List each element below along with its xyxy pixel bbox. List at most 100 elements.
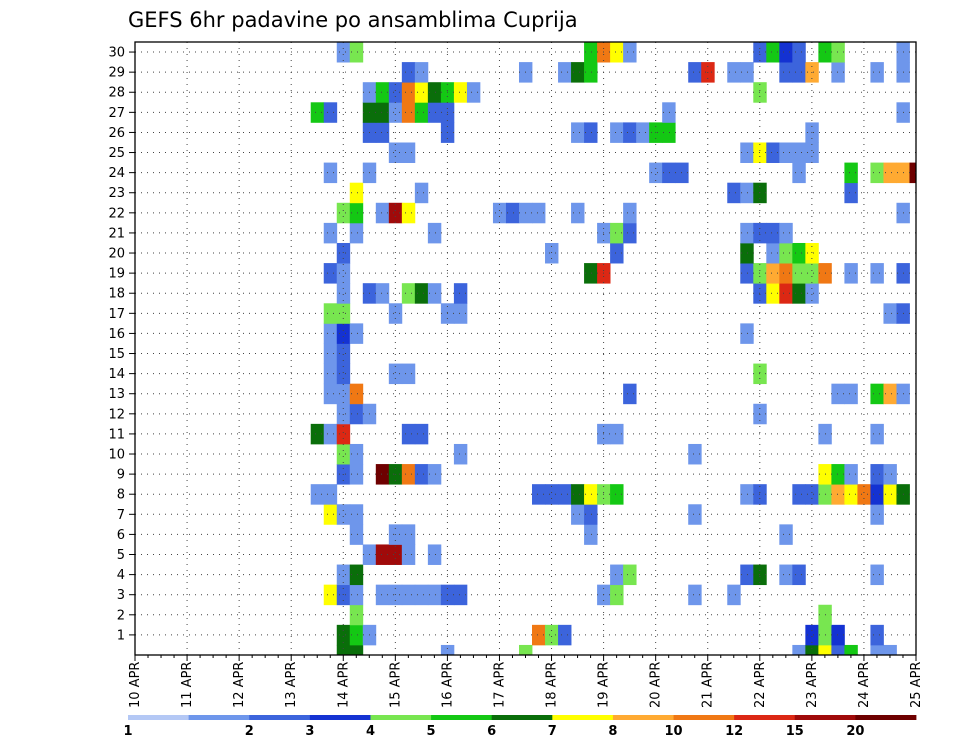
- heatmap-cell: [401, 544, 416, 565]
- heatmap-cell: [401, 524, 416, 545]
- heatmap-cell: [375, 102, 390, 123]
- heatmap-cell: [401, 464, 416, 485]
- heatmap-cell: [805, 263, 819, 284]
- heatmap-cell: [323, 423, 338, 445]
- colorbar-swatch: [431, 715, 493, 720]
- heatmap-cell: [805, 242, 819, 264]
- heatmap-cell: [323, 323, 338, 344]
- heatmap-cell: [323, 484, 338, 505]
- heatmap-cell: [779, 283, 793, 304]
- heatmap-cell: [401, 283, 416, 304]
- x-tick-label: 11 APR: [180, 662, 195, 708]
- heatmap-cell: [558, 62, 572, 83]
- x-tick-label: 12 APR: [232, 662, 247, 708]
- heatmap-cell: [571, 504, 585, 525]
- heatmap-cell: [883, 464, 897, 485]
- y-tick-label: 11: [108, 427, 125, 442]
- heatmap-cell: [336, 283, 351, 304]
- heatmap-cell: [571, 202, 585, 224]
- heatmap-cell: [336, 343, 351, 364]
- heatmap-cell: [323, 263, 338, 284]
- heatmap-cell: [857, 484, 871, 505]
- x-tick-label: 17 APR: [492, 662, 507, 708]
- heatmap-cell: [532, 624, 546, 646]
- colorbar-swatch: [673, 715, 735, 720]
- y-tick-label: 13: [108, 387, 125, 402]
- heatmap-cell: [870, 263, 884, 284]
- heatmap-cell: [349, 524, 364, 545]
- x-tick-label: 14 APR: [336, 662, 351, 708]
- heatmap-cell: [375, 544, 390, 565]
- heatmap-cell: [545, 624, 559, 646]
- heatmap-cell: [401, 363, 416, 385]
- heatmap-cell: [883, 383, 897, 405]
- heatmap-cell: [466, 82, 481, 103]
- heatmap-cell: [545, 484, 559, 505]
- y-tick-label: 29: [108, 66, 125, 81]
- heatmap-cell: [870, 62, 884, 83]
- heatmap-cell: [779, 142, 793, 163]
- heatmap-cell: [336, 443, 351, 465]
- heatmap-cell: [727, 584, 741, 606]
- heatmap-cell: [323, 222, 338, 244]
- heatmap-cell: [453, 443, 468, 465]
- y-tick-label: 22: [108, 206, 125, 221]
- heatmap-cell: [375, 283, 390, 304]
- heatmap-cell: [375, 202, 390, 224]
- colorbar-swatch: [491, 715, 553, 720]
- heatmap-cell: [310, 484, 325, 505]
- heatmap-cell: [584, 524, 598, 545]
- heatmap-cell: [571, 62, 585, 83]
- colorbar-swatch: [249, 715, 311, 720]
- y-tick-label: 14: [108, 367, 125, 382]
- heatmap-cell: [870, 644, 884, 656]
- heatmap-cell: [427, 544, 442, 565]
- heatmap-cell: [740, 62, 754, 83]
- plot-frame: [134, 41, 917, 656]
- colorbar-label: 7: [548, 724, 557, 739]
- heatmap-cell: [766, 283, 780, 304]
- heatmap-cell: [779, 242, 793, 264]
- heatmap-cell: [662, 102, 676, 123]
- heatmap-cell: [401, 142, 416, 163]
- heatmap-cell: [401, 423, 416, 445]
- colorbar-label: 1: [123, 724, 132, 739]
- heatmap-cell: [349, 644, 364, 656]
- heatmap-cell: [349, 564, 364, 586]
- heatmap-cell: [779, 564, 793, 586]
- heatmap-cell: [375, 82, 390, 103]
- x-tick-label: 10 APR: [128, 662, 143, 708]
- heatmap-cell: [505, 202, 520, 224]
- y-tick-label: 15: [108, 347, 125, 362]
- heatmap-cell: [610, 423, 624, 445]
- heatmap-cell: [584, 504, 598, 525]
- heatmap-cell: [779, 42, 793, 63]
- heatmap-cell: [870, 484, 884, 505]
- heatmap-cell: [623, 564, 637, 586]
- heatmap-cell: [649, 162, 663, 184]
- heatmap-cell: [610, 564, 624, 586]
- y-tick-label: 10: [108, 448, 125, 463]
- heatmap-cell: [323, 504, 338, 525]
- heatmap-cell: [844, 484, 858, 505]
- heatmap-cell: [779, 222, 793, 244]
- x-tick-label: 19 APR: [597, 662, 612, 708]
- heatmap-cell: [349, 323, 364, 344]
- y-tick-label: 19: [108, 267, 125, 282]
- heatmap-cell: [349, 222, 364, 244]
- heatmap-cell: [766, 222, 780, 244]
- heatmap-cell: [414, 102, 429, 123]
- heatmap-cell: [427, 102, 442, 123]
- heatmap-cell: [818, 644, 832, 656]
- heatmap-cell: [740, 242, 754, 264]
- heatmap-cell: [388, 303, 403, 324]
- heatmap-cell: [740, 182, 754, 204]
- heatmap-cell: [727, 62, 741, 83]
- colorbar-label: 6: [487, 724, 496, 739]
- heatmap-cell: [766, 142, 780, 163]
- heatmap-cell: [414, 283, 429, 304]
- heatmap-cell: [323, 383, 338, 405]
- heatmap-cells: [310, 42, 917, 656]
- heatmap-cell: [414, 182, 429, 204]
- heatmap-cell: [336, 504, 351, 525]
